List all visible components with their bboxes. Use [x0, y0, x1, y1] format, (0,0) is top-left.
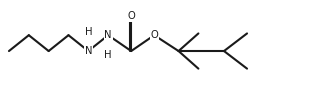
Text: O: O	[150, 30, 158, 40]
Text: H: H	[84, 27, 92, 37]
Text: N: N	[84, 46, 92, 56]
Text: N: N	[104, 30, 112, 40]
Text: H: H	[104, 50, 112, 60]
Text: O: O	[127, 11, 135, 21]
